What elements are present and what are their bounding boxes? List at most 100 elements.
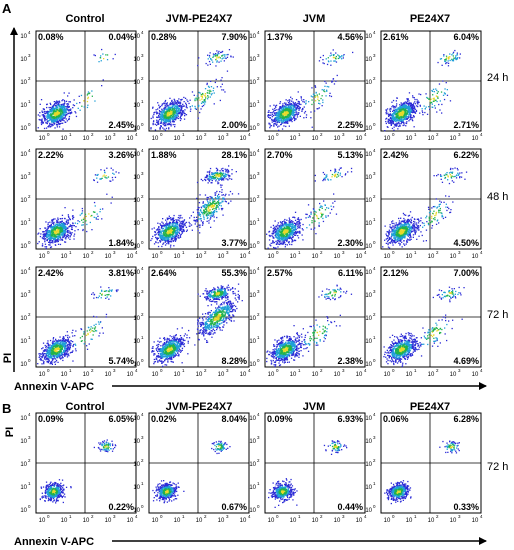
cell-event-dot [444,92,446,95]
cell-event-dot [297,217,300,219]
cell-event-dot [43,108,45,110]
cell-event-dot [73,238,75,240]
cell-event-dot [399,123,401,125]
cell-event-dot [94,211,96,213]
cell-event-dot [59,112,61,114]
cell-event-dot [428,106,430,108]
cell-event-dot [192,211,194,213]
cell-event-dot [159,111,161,113]
cell-event-dot [286,120,288,122]
cell-event-dot [46,236,48,238]
cell-event-dot [211,179,213,182]
cell-event-dot [284,111,286,113]
cell-event-dot [172,231,174,234]
cell-event-dot [45,122,47,124]
cell-event-dot [405,102,407,105]
cell-event-dot [301,109,303,111]
cell-event-dot [229,190,232,193]
cell-event-dot [156,239,158,241]
cell-event-dot [198,91,200,94]
cell-event-dot [47,228,49,230]
cell-event-dot [61,214,64,216]
cell-event-dot [220,202,222,204]
cell-event-dot [84,213,87,215]
quadrant-upper-right-value: 28.1% [221,150,247,160]
cell-event-dot [166,236,168,238]
cell-event-dot [52,242,54,244]
cell-event-dot [113,173,115,175]
cell-event-dot [173,121,175,123]
cell-event-dot [53,113,55,115]
cell-event-dot [434,105,436,107]
cell-event-dot [156,113,158,115]
cell-event-dot [207,96,209,98]
cell-event-dot [277,113,279,115]
cell-event-dot [41,110,43,112]
cell-event-dot [211,197,213,199]
cell-event-dot [50,103,52,106]
cell-event-dot [209,209,211,211]
cell-event-dot [57,121,60,123]
cell-event-dot [171,99,173,102]
cell-event-dot [166,115,168,117]
cell-event-dot [176,223,178,225]
x-tick-exponent: 3 [226,132,229,137]
cell-event-dot [50,114,53,116]
cell-event-dot [163,230,165,233]
cell-event-dot [169,107,171,109]
cell-event-dot [166,113,168,116]
x-tick-label: 10 [290,254,297,260]
cell-event-dot [189,110,192,112]
cell-event-dot [55,233,57,235]
cell-event-dot [341,55,343,57]
cell-event-dot [52,239,54,242]
cell-event-dot [59,108,61,110]
cell-event-dot [79,102,81,104]
cell-event-dot [109,180,111,182]
cell-event-dot [67,103,69,105]
cell-event-dot [94,205,96,207]
cell-event-dot [219,184,222,186]
cell-event-dot [50,241,53,243]
y-axis-label-b: PI [4,427,16,437]
cell-event-dot [54,226,56,228]
cell-event-dot [43,127,46,130]
cell-event-dot [177,217,179,219]
cell-event-dot [404,107,406,109]
cell-event-dot [268,239,271,241]
cell-event-dot [165,234,167,237]
cell-event-dot [444,60,446,62]
cell-event-dot [91,90,93,92]
cell-event-dot [50,225,52,227]
x-tick-exponent: 3 [113,250,116,255]
cell-event-dot [176,114,179,116]
cell-event-dot [174,237,177,239]
cell-event-dot [173,113,175,116]
cell-event-dot [313,101,315,103]
cell-event-dot [402,112,405,114]
x-tick-label: 10 [39,254,46,260]
cell-event-dot [291,118,293,120]
column-header-jvm-b: JVM [303,401,326,413]
cell-event-dot [54,227,56,229]
cell-event-dot [156,111,158,113]
cell-event-dot [50,111,53,113]
x-tick-label: 10 [334,136,341,142]
cell-event-dot [59,230,61,232]
cell-event-dot [391,115,393,117]
cell-event-dot [207,95,209,97]
cell-event-dot [333,83,336,85]
cell-event-dot [173,226,175,228]
cell-event-dot [82,228,84,231]
cell-event-dot [216,206,218,208]
cell-event-dot [435,88,437,90]
cell-event-dot [178,219,180,221]
cell-event-dot [178,214,180,217]
cell-event-dot [402,112,404,114]
cell-event-dot [57,122,60,124]
x-tick-exponent: 2 [204,132,207,137]
cell-event-dot [270,114,272,116]
cell-event-dot [286,117,289,120]
cell-event-dot [403,109,405,112]
cell-event-dot [158,114,160,117]
